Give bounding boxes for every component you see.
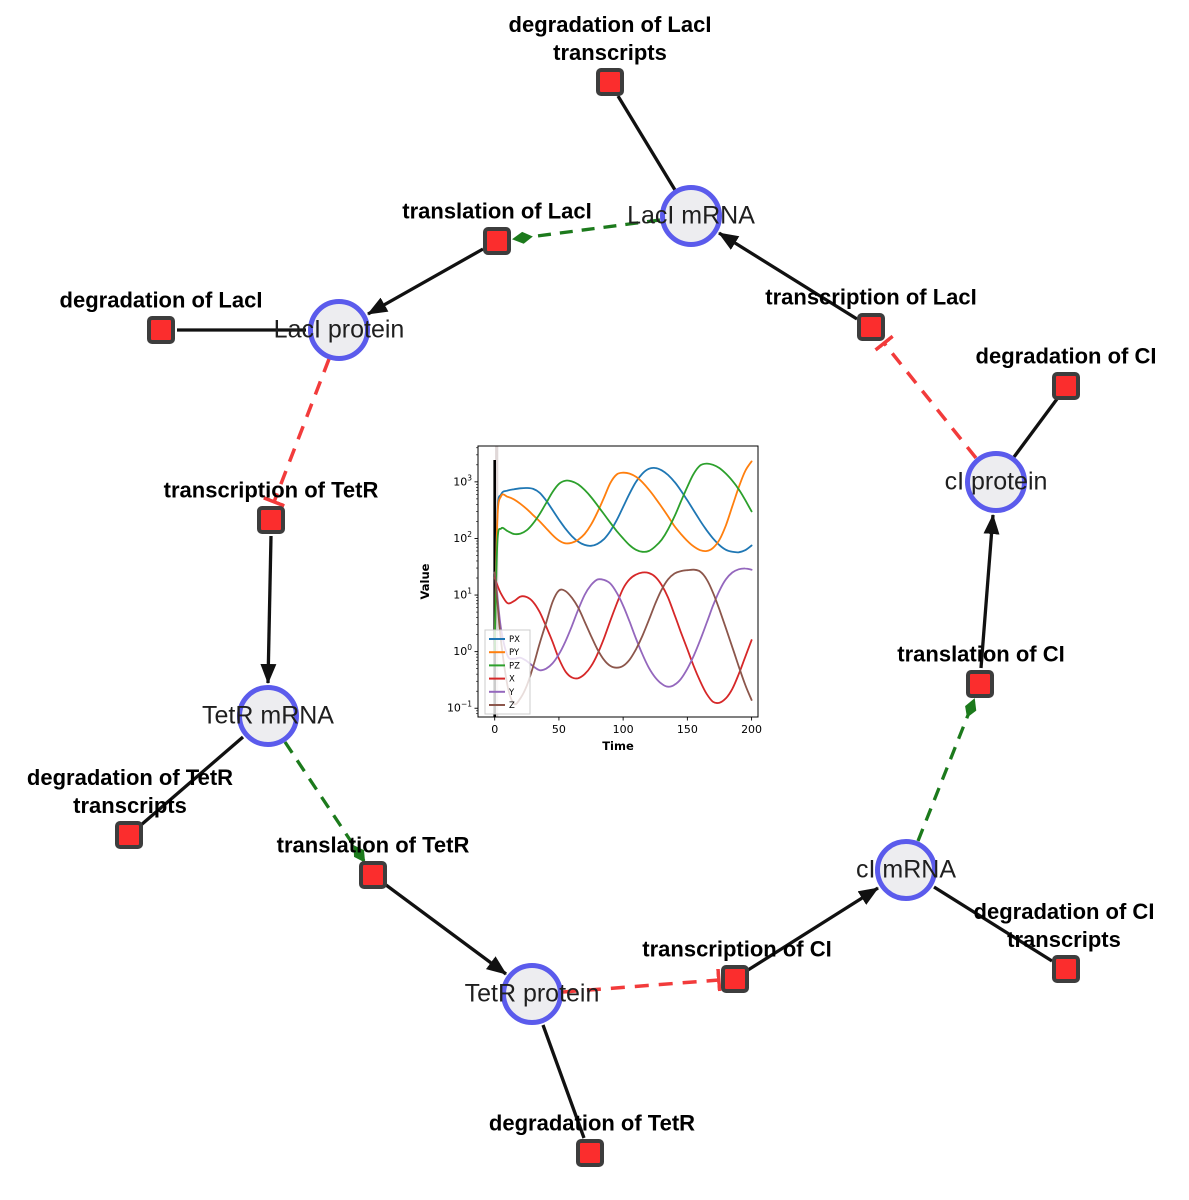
edge-translation-ci-to-protein [979, 514, 1000, 669]
edge-ci-mrna-modifies-translation [916, 698, 977, 842]
edge-translation-tetr-to-protein [385, 883, 507, 976]
node-translation-laci[interactable] [483, 227, 511, 255]
node-degradation-laci[interactable] [147, 316, 175, 344]
series-X [493, 571, 753, 704]
label-degradation-tetr: degradation of TetR [488, 1110, 696, 1136]
edge-tetr-protein-inhibits-transcription-ci [562, 968, 722, 994]
edge-ci-protein-deg [1012, 398, 1059, 458]
species-label-tetr-mrna: TetR mRNA [202, 701, 334, 730]
node-degradation-ci[interactable] [1052, 372, 1080, 400]
inset-plot-svg: 10−1 100 101 102 103 0 50 100 150 200 Time Value PX P… [418, 445, 762, 753]
edge-ci-protein-inhibits-transcription-laci [874, 334, 978, 460]
y-axis-label: Value [418, 563, 432, 599]
node-degradation-tetr-transcripts[interactable] [115, 821, 143, 849]
species-label-ci-protein: cI protein [944, 467, 1048, 496]
x-tick-label: 100 [613, 723, 634, 736]
legend-label-Z: Z [509, 701, 515, 711]
node-translation-tetr[interactable] [359, 861, 387, 889]
node-degradation-ci-transcripts[interactable] [1052, 955, 1080, 983]
inset-plot: 10−1 100 101 102 103 0 50 100 150 200 Time Value PX P… [415, 428, 785, 768]
legend-label-Y: Y [508, 688, 515, 698]
species-label-laci-protein: LacI protein [273, 315, 405, 344]
node-laci-mrna[interactable]: LacI mRNA [627, 185, 755, 247]
node-transcription-tetr[interactable] [257, 506, 285, 534]
edge-tetr-mrna-deg-transcripts [139, 735, 245, 827]
label-degradation-laci-transcripts: degradation of LacI transcripts [508, 12, 712, 65]
series-Z [493, 568, 753, 706]
edge-translation-laci-to-protein [367, 247, 484, 316]
label-degradation-ci: degradation of CI [975, 343, 1157, 369]
x-tick-label: 200 [741, 723, 762, 736]
label-transcription-laci: transcription of LacI [765, 284, 977, 310]
y-tick-label: 101 [453, 587, 472, 602]
axes-frame [477, 445, 759, 718]
node-ci-mrna[interactable]: cI mRNA [856, 839, 956, 901]
node-tetr-mrna[interactable]: TetR mRNA [202, 685, 334, 747]
legend-label-PZ: PZ [509, 661, 520, 671]
label-degradation-ci-transcripts: degradation of CI transcripts [973, 899, 1155, 952]
series-PX [493, 466, 753, 653]
label-translation-laci: translation of LacI [402, 198, 592, 224]
legend-box [484, 629, 531, 715]
x-tick-label: 50 [552, 723, 566, 736]
edge-transcription-tetr-to-mrna [260, 535, 277, 684]
node-ci-protein[interactable]: cI protein [945, 451, 1047, 513]
label-transcription-ci: transcription of CI [642, 936, 832, 962]
label-transcription-tetr: transcription of TetR [163, 477, 379, 503]
edge-transcription-laci-to-mrna [718, 231, 858, 321]
node-degradation-tetr[interactable] [576, 1139, 604, 1167]
x-tick-label: 150 [677, 723, 698, 736]
legend-label-X: X [509, 675, 515, 685]
edge-ci-mrna-deg-transcripts [933, 885, 1053, 963]
node-laci-protein[interactable]: LacI protein [274, 299, 404, 361]
x-axis-label: Time [602, 739, 634, 753]
label-translation-tetr: translation of TetR [276, 832, 470, 858]
edge-laci-mrna-modifies-translation [512, 218, 661, 244]
label-degradation-laci: degradation of LacI [59, 287, 263, 313]
species-label-tetr-protein: TetR protein [464, 979, 600, 1008]
node-degradation-laci-transcripts[interactable] [596, 68, 624, 96]
node-transcription-laci[interactable] [857, 313, 885, 341]
edge-laci-mrna-deg-transcripts [616, 95, 677, 191]
edge-tetr-protein-deg [541, 1024, 586, 1139]
edge-laci-protein-inhibits-transcription-tetr [263, 358, 331, 508]
label-translation-ci: translation of CI [897, 641, 1065, 667]
node-transcription-ci[interactable] [721, 965, 749, 993]
y-tick-label: 102 [453, 530, 472, 545]
node-tetr-protein[interactable]: TetR protein [465, 963, 599, 1025]
series-PY [493, 460, 753, 653]
x-tick-label: 0 [491, 723, 498, 736]
y-tick-label: 10−1 [447, 700, 472, 715]
label-degradation-tetr-transcripts: degradation of TetR transcripts [26, 765, 234, 818]
legend-label-PX: PX [509, 635, 520, 645]
y-tick-label: 103 [453, 473, 472, 488]
y-tick-label: 100 [453, 643, 472, 658]
edge-transcription-ci-to-mrna [747, 886, 879, 972]
species-label-laci-mrna: LacI mRNA [627, 201, 755, 230]
node-translation-ci[interactable] [966, 670, 994, 698]
species-label-ci-mrna: cI mRNA [856, 855, 956, 884]
legend-label-PY: PY [509, 648, 520, 658]
edge-tetr-mrna-modifies-translation [283, 741, 366, 863]
series-PZ [493, 462, 753, 653]
